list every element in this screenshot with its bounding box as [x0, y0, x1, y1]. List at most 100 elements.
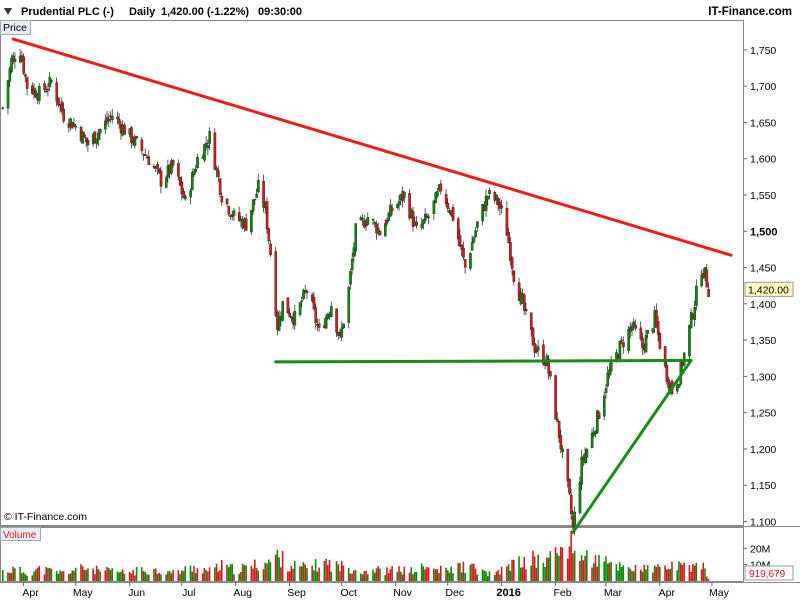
candle [408, 189, 411, 221]
candle [549, 370, 552, 380]
candle [217, 165, 220, 183]
volume-bar [67, 573, 70, 581]
volume-bar [459, 562, 461, 581]
volume-bar [361, 574, 364, 581]
volume-bar [535, 567, 538, 581]
trendline-resistance[interactable] [11, 37, 733, 257]
volume-bar [135, 567, 138, 581]
trendlines [11, 37, 733, 534]
candle [676, 382, 679, 394]
volume-bar [43, 574, 46, 581]
candle [463, 258, 467, 274]
volume-bar [450, 566, 453, 581]
volume-bar [671, 561, 673, 581]
candle [72, 117, 76, 127]
volume-bar [410, 567, 413, 581]
candle [267, 227, 271, 245]
candle [133, 134, 137, 149]
price-tick-label: 1,350 [750, 335, 776, 347]
candle [436, 187, 439, 199]
volume-bar [156, 573, 159, 581]
volume-bar [252, 568, 254, 581]
candle [390, 203, 394, 216]
candle [585, 448, 589, 464]
candle [288, 308, 291, 318]
candle [215, 165, 218, 178]
candle [422, 219, 425, 230]
volume-bar [123, 573, 126, 581]
volume-bar [434, 569, 437, 581]
candle [208, 127, 211, 151]
volume-bar [347, 568, 350, 581]
price-panel-label: Price [0, 20, 31, 35]
time-tick-label: Feb [553, 587, 571, 599]
candle [25, 76, 29, 96]
candle [608, 362, 611, 379]
volume-bar [196, 568, 199, 581]
candle [472, 235, 476, 244]
volume-bar [62, 571, 65, 581]
candle [194, 164, 198, 174]
candle [262, 174, 265, 213]
volume-bar [659, 566, 661, 581]
candle [349, 268, 352, 290]
volume-bar [639, 569, 642, 581]
candle [196, 153, 199, 169]
volume-bar [386, 567, 388, 581]
volume-bar [57, 573, 60, 581]
collapse-icon[interactable] [4, 8, 12, 15]
volume-bar [582, 560, 585, 581]
volume-bar [398, 566, 400, 581]
candle [397, 195, 401, 211]
volume-bar [255, 567, 258, 581]
volume-bar [167, 571, 169, 581]
trendline-rising[interactable] [571, 358, 693, 534]
candle [486, 195, 490, 206]
candle [69, 117, 72, 131]
volume-bar [97, 569, 100, 581]
candle [277, 310, 281, 332]
volume-bar [339, 571, 341, 581]
volume-bar [439, 565, 442, 581]
candle [423, 208, 427, 224]
volume-bar [702, 562, 705, 581]
price-tick-label: 1,500 [750, 226, 778, 238]
volume-bar [645, 569, 647, 581]
candle [434, 191, 437, 204]
candle [460, 244, 464, 257]
volume-bar [134, 575, 136, 581]
volume-bar [544, 566, 546, 581]
candle [1, 106, 5, 110]
candle [634, 319, 637, 332]
instrument-title: Prudential PLC (-) [21, 6, 114, 18]
volume-bar [365, 570, 367, 581]
candle [580, 450, 583, 491]
volume-bar [422, 566, 425, 581]
volume-bar [481, 569, 484, 581]
price-candles [1, 49, 710, 536]
candle [46, 82, 50, 97]
last-price-label: 1,420.00 [748, 284, 789, 296]
volume-bar [652, 572, 654, 581]
candle [213, 128, 217, 170]
volume-bar [572, 553, 574, 581]
candle [700, 269, 703, 288]
trendline-support[interactable] [274, 358, 693, 364]
candle [164, 175, 168, 189]
volume-bar [73, 570, 75, 581]
time-tick-label: Nov [393, 587, 412, 599]
volume-bar [387, 573, 390, 581]
candle [189, 188, 192, 205]
volume-bar [34, 569, 37, 581]
candle [86, 137, 90, 152]
volume-bar [420, 563, 423, 581]
candle [159, 166, 163, 194]
candle [192, 168, 196, 178]
candle [225, 198, 229, 207]
volume-bar [74, 567, 77, 581]
candle [364, 218, 368, 231]
volume-bar [619, 562, 621, 581]
candle [383, 219, 387, 237]
volume-bar [354, 570, 357, 581]
volume-bar [537, 554, 539, 581]
